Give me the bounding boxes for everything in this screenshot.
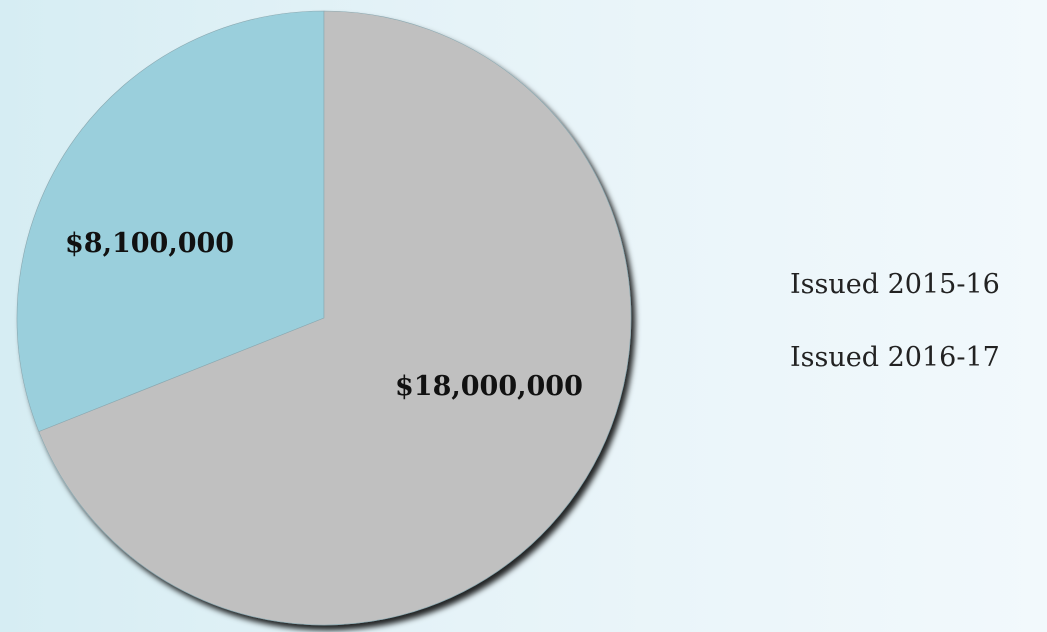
legend: Issued 2015-16 Issued 2016-17 bbox=[790, 269, 1000, 373]
pie-slices bbox=[16, 10, 632, 626]
legend-item-issued-2016-17: Issued 2016-17 bbox=[790, 342, 1000, 373]
legend-item-issued-2015-16: Issued 2015-16 bbox=[790, 269, 1000, 300]
pie-slice-issued-2015-16 bbox=[16, 10, 325, 433]
slice-label-issued-2016-17: $18,000,000 bbox=[395, 371, 583, 402]
slice-label-issued-2015-16: $8,100,000 bbox=[65, 228, 234, 259]
pie-slice-issued-2016-17 bbox=[38, 10, 632, 626]
